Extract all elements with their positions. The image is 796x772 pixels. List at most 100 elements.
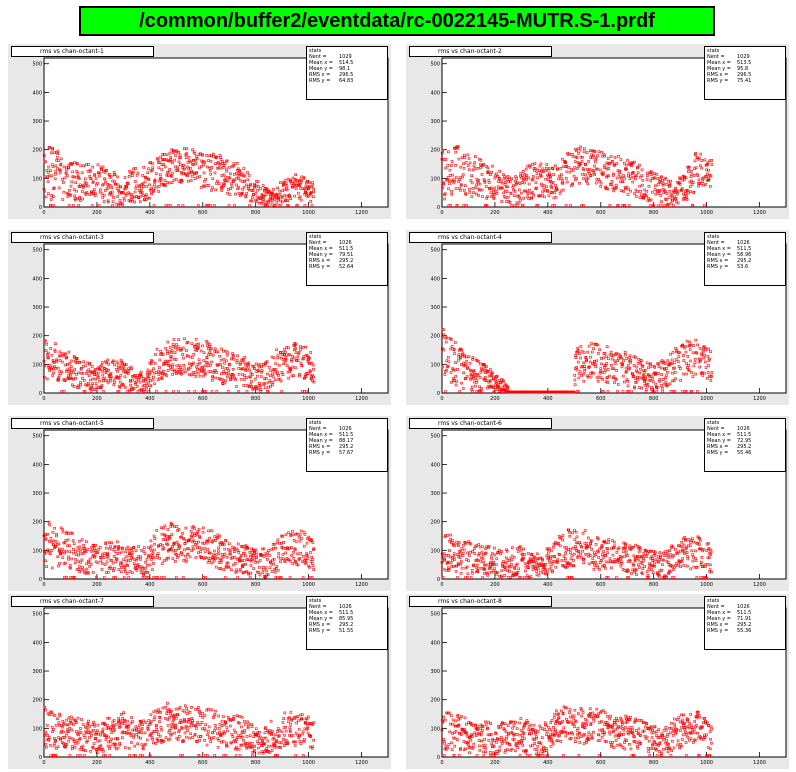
data-point bbox=[243, 179, 246, 183]
data-point bbox=[310, 555, 314, 559]
data-point bbox=[573, 374, 576, 377]
data-point bbox=[626, 159, 629, 162]
data-point bbox=[644, 378, 648, 381]
data-point bbox=[293, 194, 296, 198]
data-point bbox=[665, 559, 669, 563]
data-point bbox=[630, 390, 634, 393]
stats-value: 52.64 bbox=[339, 264, 354, 270]
data-point bbox=[604, 369, 607, 372]
data-point bbox=[175, 343, 178, 346]
data-point bbox=[588, 360, 592, 364]
data-point bbox=[640, 174, 644, 178]
data-point bbox=[198, 374, 202, 378]
data-point bbox=[44, 533, 48, 537]
data-point bbox=[286, 204, 290, 207]
data-point bbox=[91, 377, 95, 381]
stats-label: Nent = bbox=[309, 54, 327, 60]
data-point bbox=[671, 198, 675, 202]
data-point bbox=[710, 163, 714, 166]
data-point bbox=[49, 204, 53, 207]
data-point bbox=[593, 173, 596, 176]
data-point bbox=[590, 548, 594, 551]
data-point bbox=[623, 204, 627, 207]
data-point bbox=[465, 204, 468, 207]
data-point bbox=[479, 163, 482, 166]
data-point bbox=[478, 182, 482, 186]
y-tick-label: 100 bbox=[430, 362, 440, 368]
data-point bbox=[447, 569, 451, 572]
data-point bbox=[504, 196, 508, 199]
data-point bbox=[94, 736, 98, 740]
data-point bbox=[241, 357, 245, 361]
data-point bbox=[258, 573, 262, 577]
data-point bbox=[469, 179, 473, 183]
data-point bbox=[218, 543, 222, 546]
data-point bbox=[229, 552, 232, 556]
data-point bbox=[460, 184, 463, 187]
data-point bbox=[83, 364, 87, 368]
data-point bbox=[654, 558, 658, 562]
data-point bbox=[233, 555, 237, 559]
data-point bbox=[611, 553, 615, 557]
data-point bbox=[536, 204, 540, 207]
data-point bbox=[445, 368, 448, 372]
x-tick-label: 400 bbox=[145, 210, 155, 216]
data-point bbox=[633, 559, 637, 563]
data-point bbox=[187, 390, 191, 393]
data-point bbox=[48, 174, 51, 178]
data-point bbox=[93, 554, 97, 558]
y-tick-label: 500 bbox=[430, 248, 440, 254]
stats-header: stats bbox=[309, 234, 322, 240]
data-point bbox=[62, 181, 65, 184]
stats-row: Mean y = 79.51 bbox=[309, 252, 385, 258]
data-point bbox=[565, 164, 568, 168]
x-tick-label: 1200 bbox=[753, 396, 766, 402]
data-point bbox=[569, 204, 572, 207]
data-point bbox=[230, 357, 233, 361]
data-point bbox=[506, 385, 510, 389]
data-point bbox=[674, 347, 677, 350]
data-point bbox=[596, 343, 599, 347]
data-point bbox=[298, 539, 302, 543]
data-point bbox=[618, 169, 621, 173]
data-point bbox=[192, 373, 196, 376]
data-point bbox=[699, 576, 702, 579]
data-point bbox=[602, 371, 606, 374]
data-point bbox=[251, 364, 254, 368]
data-point bbox=[504, 561, 508, 565]
data-point bbox=[222, 173, 226, 177]
data-point bbox=[200, 390, 204, 393]
data-point bbox=[629, 189, 632, 193]
data-point bbox=[54, 170, 57, 173]
data-point bbox=[100, 562, 104, 565]
data-point bbox=[181, 532, 184, 535]
data-point bbox=[651, 571, 655, 575]
data-point bbox=[208, 343, 212, 346]
data-point bbox=[258, 381, 261, 385]
data-point bbox=[259, 201, 263, 205]
data-point bbox=[74, 558, 77, 561]
data-point bbox=[91, 723, 95, 727]
data-point bbox=[303, 544, 306, 548]
data-point bbox=[627, 576, 630, 579]
data-point bbox=[181, 346, 185, 350]
data-point bbox=[72, 188, 76, 191]
data-point bbox=[676, 550, 680, 554]
data-point bbox=[701, 350, 705, 354]
data-point bbox=[262, 568, 265, 571]
x-tick-label: 1000 bbox=[700, 210, 713, 216]
data-point bbox=[292, 356, 296, 360]
data-point bbox=[123, 198, 126, 202]
data-point bbox=[94, 377, 97, 381]
data-point bbox=[454, 383, 458, 387]
data-point bbox=[87, 368, 91, 372]
data-point bbox=[614, 560, 618, 564]
data-point bbox=[290, 182, 293, 185]
data-point bbox=[535, 186, 538, 190]
data-point bbox=[467, 355, 471, 359]
data-point bbox=[231, 165, 234, 168]
data-point bbox=[685, 339, 689, 343]
data-point bbox=[632, 374, 635, 378]
data-point bbox=[44, 742, 48, 746]
data-point bbox=[72, 723, 75, 726]
